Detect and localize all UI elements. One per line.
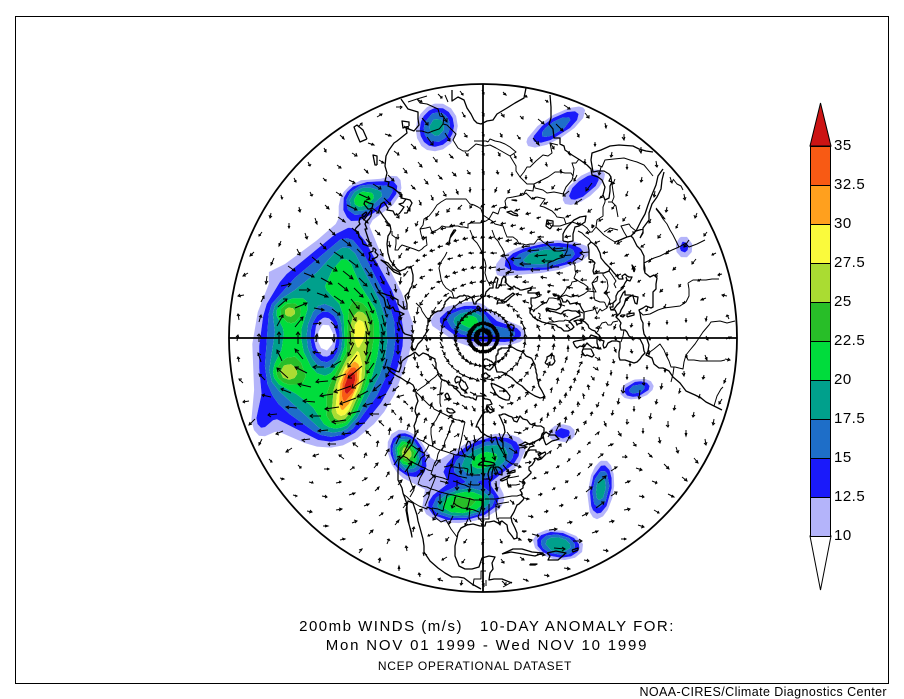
plot-dataset-line: NCEP OPERATIONAL DATASET: [377, 659, 573, 673]
colorbar-tick-label: 25: [834, 292, 852, 310]
colorbar-tick-label: 17.5: [834, 409, 866, 427]
colorbar-cell: [810, 380, 831, 420]
plot-title-line1: 200mb WINDS (m/s) 10-DAY ANOMALY FOR:: [299, 618, 675, 635]
contour-band-10: [251, 103, 693, 573]
colorbar-tick-label: 10: [834, 526, 852, 544]
colorbar-under-triangle: [809, 535, 832, 591]
colorbar-cell: [810, 302, 831, 342]
colorbar-cell: [810, 146, 831, 186]
colorbar-cell: [810, 185, 831, 225]
contour-band-27.5: [335, 319, 366, 416]
colorbar-cell: [810, 419, 831, 459]
colorbar-tick-label: 27.5: [834, 253, 866, 271]
colorbar-tick-label: 32.5: [834, 175, 866, 193]
colorbar-tick-label: 35: [834, 136, 852, 154]
colorbar-cell: [810, 497, 831, 537]
map-boundary-circle: [228, 83, 738, 593]
colorbar-cell: [810, 341, 831, 381]
contour-band-32.5: [341, 367, 358, 402]
colorbar-tick-label: 22.5: [834, 331, 866, 349]
colorbar-tick-label: 12.5: [834, 487, 866, 505]
colorbar-tick-label: 20: [834, 370, 852, 388]
colorbar-tick-label: 15: [834, 448, 852, 466]
colorbar-over-triangle: [809, 102, 832, 147]
contour-band-30: [339, 361, 360, 411]
credit-text: NOAA-CIRES/Climate Diagnostics Center: [639, 685, 887, 699]
plot-title-line2: Mon NOV 01 1999 - Wed NOV 10 1999: [325, 637, 649, 654]
contour-band-35: [344, 372, 356, 395]
coastlines-path: [353, 87, 723, 590]
colorbar-cell: [810, 458, 831, 498]
colorbar-cell: [810, 263, 831, 303]
colorbar-tick-label: 30: [834, 214, 852, 232]
wind-vector-heads: [235, 92, 733, 588]
colorbar-cell: [810, 224, 831, 264]
plot-frame-border: [15, 16, 889, 684]
